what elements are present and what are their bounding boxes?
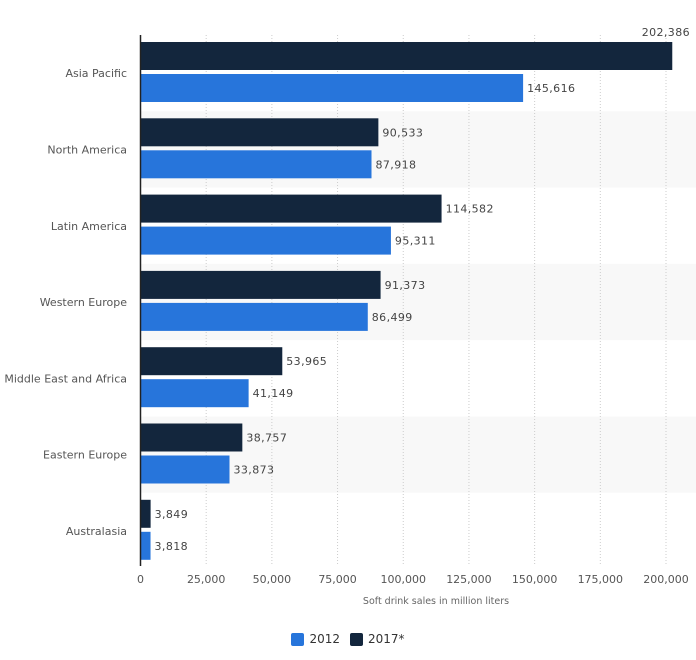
- legend-swatch-2012: [291, 632, 305, 646]
- x-tick-label: 150,000: [512, 573, 558, 586]
- x-axis-label: Soft drink sales in million liters: [363, 596, 509, 607]
- legend-label-2017: 2017*: [368, 632, 405, 646]
- category-label: Middle East and Africa: [4, 372, 127, 385]
- bar-chart: 202,386 145,616 90,533 87,918 114,582 95,311 9…: [4, 26, 690, 607]
- category-label: Western Europe: [40, 296, 128, 309]
- data-label: 114,582: [446, 203, 494, 216]
- x-tick-label: 175,000: [578, 573, 624, 586]
- data-label: 33,873: [234, 464, 275, 477]
- bar: [140, 226, 391, 255]
- legend: 2012 2017*: [0, 632, 696, 646]
- category-label: North America: [47, 143, 127, 156]
- legend-label-2012: 2012: [309, 632, 340, 646]
- x-tick-label: 125,000: [446, 573, 492, 586]
- x-axis-ticks: 0 25,000 50,000 75,000 100,000 125,000 150,000…: [137, 573, 689, 586]
- bar: [140, 150, 372, 179]
- bar: [140, 302, 368, 331]
- bar: [140, 499, 151, 528]
- bar: [140, 270, 381, 299]
- bar: [140, 531, 151, 560]
- category-label: Asia Pacific: [65, 67, 127, 80]
- bar: [140, 347, 283, 376]
- data-label: 145,616: [527, 82, 575, 95]
- category-labels: Asia Pacific North America Latin America We…: [4, 67, 127, 538]
- data-label: 87,918: [376, 158, 417, 171]
- category-label: Latin America: [51, 220, 127, 233]
- x-tick-label: 100,000: [381, 573, 427, 586]
- data-label: 41,149: [253, 387, 294, 400]
- bar: [140, 379, 249, 408]
- x-tick-label: 50,000: [253, 573, 292, 586]
- category-label: Eastern Europe: [43, 449, 127, 462]
- x-tick-label: 75,000: [318, 573, 357, 586]
- data-label: 202,386: [642, 26, 690, 39]
- bar: [140, 74, 524, 102]
- data-label: 91,373: [385, 279, 426, 292]
- bars: 202,386 145,616 90,533 87,918 114,582 95,311 9…: [140, 26, 690, 560]
- data-label: 3,849: [155, 508, 189, 521]
- x-tick-label: 25,000: [187, 573, 226, 586]
- data-label: 38,757: [246, 432, 287, 445]
- x-tick-label: 0: [137, 573, 144, 586]
- bar: [140, 194, 442, 223]
- data-label: 95,311: [395, 235, 436, 248]
- bar: [140, 455, 230, 484]
- bar: [140, 42, 673, 70]
- category-label: Australasia: [66, 525, 127, 538]
- legend-item-2012[interactable]: 2012: [291, 632, 340, 646]
- data-label: 3,818: [155, 540, 189, 553]
- data-label: 86,499: [372, 311, 413, 324]
- x-tick-label: 200,000: [643, 573, 689, 586]
- data-label: 53,965: [286, 355, 327, 368]
- bar: [140, 423, 243, 452]
- data-label: 90,533: [382, 126, 423, 139]
- bar: [140, 118, 379, 147]
- legend-swatch-2017: [350, 632, 363, 646]
- legend-item-2017[interactable]: 2017*: [350, 632, 405, 646]
